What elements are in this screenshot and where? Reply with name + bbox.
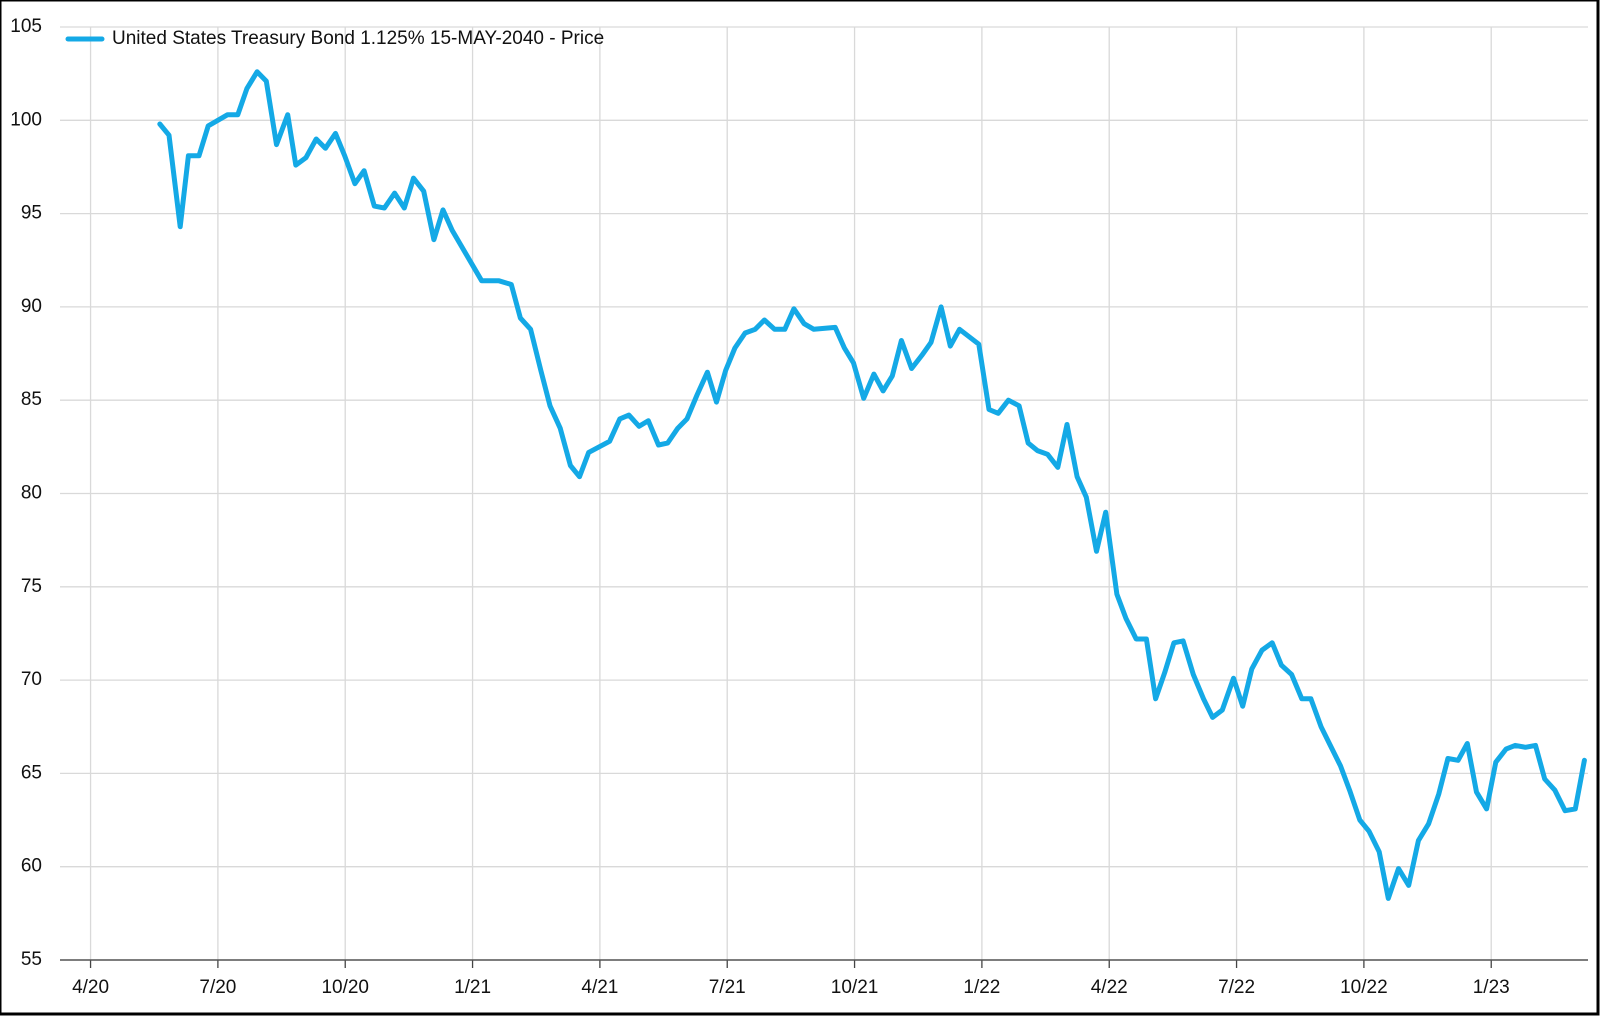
x-tick-label: 1/23 xyxy=(1473,977,1510,998)
y-tick-label: 75 xyxy=(21,576,42,597)
y-tick-label: 100 xyxy=(10,109,42,130)
x-tick-label: 4/20 xyxy=(72,977,109,998)
x-tick-label: 4/21 xyxy=(581,977,618,998)
y-tick-label: 105 xyxy=(10,16,42,37)
y-tick-label: 55 xyxy=(21,949,42,970)
legend-label: United States Treasury Bond 1.125% 15-MA… xyxy=(112,28,604,49)
x-tick-label: 4/22 xyxy=(1091,977,1128,998)
y-tick-label: 65 xyxy=(21,762,42,783)
y-tick-label: 95 xyxy=(21,203,42,224)
y-tick-label: 80 xyxy=(21,483,42,504)
x-tick-label: 1/21 xyxy=(454,977,491,998)
x-tick-label: 10/22 xyxy=(1340,977,1388,998)
y-tick-label: 85 xyxy=(21,389,42,410)
x-tick-label: 7/22 xyxy=(1218,977,1255,998)
x-tick-label: 7/21 xyxy=(709,977,746,998)
price-line xyxy=(157,69,1587,901)
x-tick-label: 10/21 xyxy=(831,977,879,998)
y-tick-label: 90 xyxy=(21,296,42,317)
y-tick-label: 60 xyxy=(21,856,42,877)
y-tick-label: 70 xyxy=(21,669,42,690)
x-tick-label: 7/20 xyxy=(199,977,236,998)
x-tick-label: 10/20 xyxy=(321,977,369,998)
x-tick-label: 1/22 xyxy=(963,977,1000,998)
